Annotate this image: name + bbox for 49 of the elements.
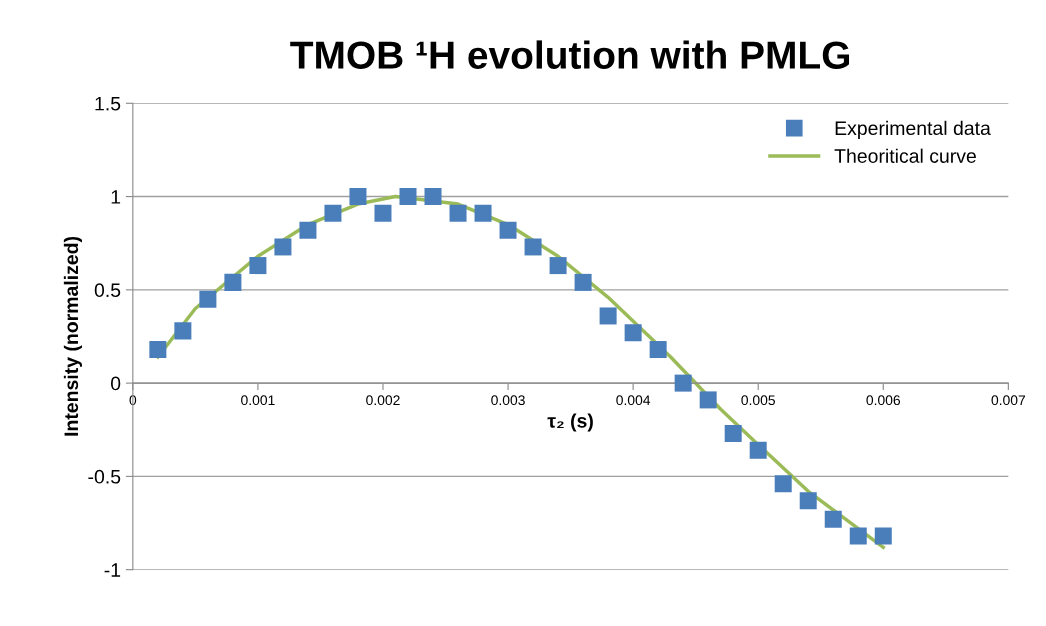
- point: [799, 492, 817, 510]
- x-tick-label: 0: [129, 395, 137, 406]
- point: [624, 324, 642, 342]
- point: [299, 221, 317, 239]
- point: [199, 290, 217, 308]
- point: [524, 238, 542, 256]
- point: [149, 341, 167, 359]
- chart-title: TMOB ¹H evolution with PMLG: [290, 40, 850, 69]
- point: [324, 204, 342, 222]
- point: [574, 273, 592, 291]
- point: [724, 424, 742, 442]
- point: [349, 188, 367, 206]
- legend-label: Experimental data: [835, 120, 991, 139]
- point: [774, 475, 792, 493]
- point: [824, 510, 842, 528]
- x-tick-label: 0.003: [491, 395, 525, 406]
- y-axis-title: Intensity (normalized): [63, 236, 82, 436]
- point: [874, 527, 892, 545]
- point: [499, 221, 517, 239]
- point: [274, 238, 292, 256]
- x-tick-label: 0.007: [991, 395, 1026, 406]
- legend-label: Theoritical curve: [834, 148, 976, 163]
- point: [449, 204, 467, 222]
- y-tick-label: -1: [104, 563, 121, 577]
- point: [849, 527, 867, 545]
- point: [174, 322, 192, 340]
- y-tick-label: -0.5: [88, 469, 121, 484]
- x-tick-label: 0.006: [866, 395, 901, 406]
- point: [249, 257, 267, 275]
- x-tick-label: 0.004: [616, 395, 651, 406]
- x-tick-label: 0.001: [241, 395, 275, 406]
- point: [674, 374, 692, 392]
- point: [399, 188, 417, 206]
- y-tick-label: 0.5: [94, 283, 121, 298]
- point: [749, 441, 767, 459]
- point: [549, 257, 567, 275]
- x-tick-label: 0.005: [741, 395, 775, 406]
- y-tick-label: 0: [110, 376, 121, 391]
- point: [424, 188, 442, 206]
- point: [649, 341, 667, 359]
- x-axis-title: τ₂ (s): [547, 413, 593, 432]
- y-tick-label: 1.5: [95, 96, 121, 111]
- x-tick-label: 0.002: [366, 395, 400, 406]
- y-tick-label: 1: [111, 190, 121, 204]
- point: [599, 307, 617, 325]
- point: [474, 204, 492, 222]
- point: [699, 391, 717, 409]
- point: [374, 204, 392, 222]
- point: [224, 273, 242, 291]
